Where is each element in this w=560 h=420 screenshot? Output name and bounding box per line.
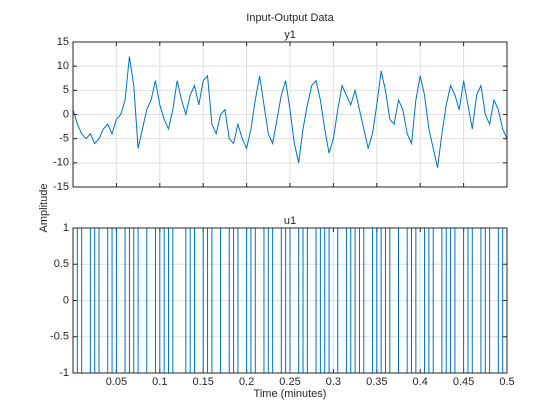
y-tick-label: -10 (53, 157, 69, 169)
y-tick-label: 15 (57, 36, 69, 48)
x-axis-label: Time (minutes) (254, 388, 327, 400)
x-tick-label: 0.4 (413, 376, 428, 388)
x-tick-label: 0.45 (453, 376, 474, 388)
y-tick-label: -15 (53, 181, 69, 193)
x-tick-label: 0.1 (152, 376, 167, 388)
figure-title: Input-Output Data (246, 12, 334, 24)
y-tick-label: 1 (63, 222, 69, 234)
y-axis-label: Amplitude (38, 184, 50, 233)
y-tick-label: 0 (63, 108, 69, 120)
x-tick-label: 0.35 (366, 376, 387, 388)
y-tick-label: 0.5 (54, 258, 69, 270)
x-tick-label: 0.25 (279, 376, 300, 388)
x-tick-label: 0.5 (499, 376, 514, 388)
x-tick-label: 0.05 (106, 376, 127, 388)
x-tick-label: 0.3 (326, 376, 341, 388)
signal-line (72, 56, 508, 168)
axes-title: u1 (284, 215, 296, 227)
y-tick-label: -0.5 (50, 331, 69, 343)
axes-title: y1 (284, 29, 296, 41)
axes-box (72, 41, 508, 188)
x-tick-label: 0.15 (192, 376, 213, 388)
y-tick-label: -5 (59, 133, 69, 145)
y-tick-label: 10 (57, 60, 69, 72)
y-tick-label: -1 (59, 367, 69, 379)
x-tick-label: 0.2 (239, 376, 254, 388)
y-tick-label: 5 (63, 84, 69, 96)
y-tick-label: 0 (63, 294, 69, 306)
axes-box (72, 227, 508, 374)
